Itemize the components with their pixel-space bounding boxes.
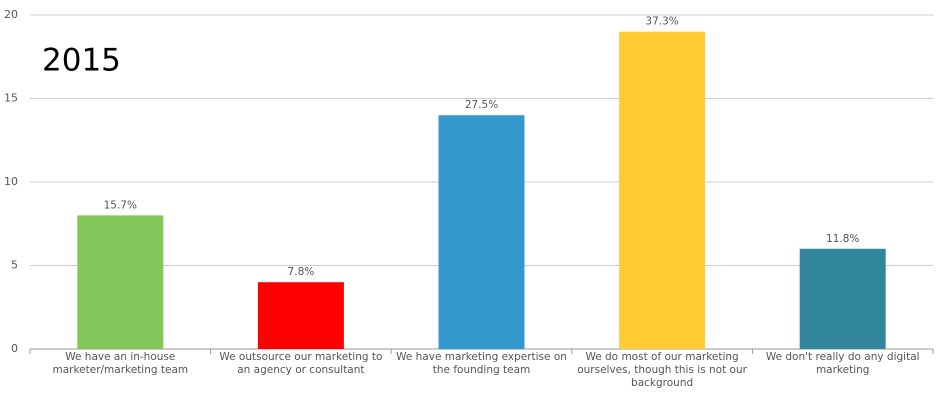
y-tick-label: 15 [4, 92, 18, 105]
bar [438, 115, 525, 349]
x-tick-label: We have marketing expertise on the found… [396, 351, 567, 376]
value-label: 27.5% [465, 99, 498, 111]
y-tick-label: 5 [11, 259, 18, 272]
bar [799, 248, 886, 349]
y-tick-label: 0 [11, 342, 18, 355]
bar [77, 215, 164, 349]
chart-title: 2015 [42, 43, 121, 79]
value-label: 11.8% [826, 233, 859, 245]
y-tick-label: 10 [4, 175, 18, 188]
bar [257, 282, 344, 349]
x-tick-label: We don't really do any digital marketing [765, 351, 920, 376]
value-label: 15.7% [104, 199, 137, 211]
value-label: 37.3% [645, 16, 678, 28]
x-tick-label: We have an in-house marketer/marketing t… [52, 351, 189, 376]
x-tick-label: We outsource our marketing to an agency … [219, 351, 383, 376]
x-tick-label: We do most of our marketing ourselves, t… [577, 351, 747, 389]
bar [619, 31, 706, 349]
y-tick-label: 20 [4, 8, 18, 21]
value-label: 7.8% [288, 266, 315, 278]
